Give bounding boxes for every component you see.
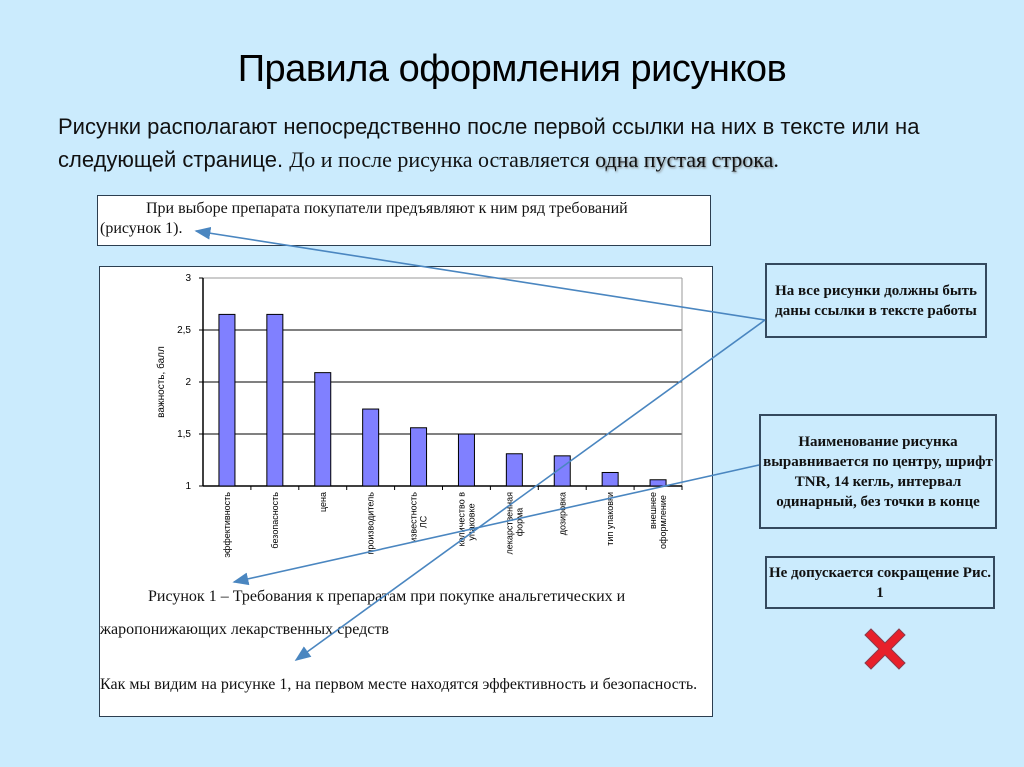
chart-bar bbox=[410, 427, 428, 487]
x-tick-label: безопасность bbox=[270, 492, 280, 549]
x-tick-label: цена bbox=[318, 492, 328, 512]
x-tick-label: количество в bbox=[456, 492, 466, 547]
x-tick-label: эффективность bbox=[222, 492, 232, 558]
x-tick-label: упаковке bbox=[466, 503, 476, 540]
x-tick-label: известность bbox=[409, 492, 419, 543]
chart-bar bbox=[505, 453, 523, 487]
x-tick-label: внешнее bbox=[648, 492, 658, 529]
bar-chart: 1 1,5 2 2,5 3 эффективность безопасность цена пр… bbox=[155, 273, 683, 558]
figure-caption: Рисунок 1 – Требования к препаратам при … bbox=[100, 580, 712, 646]
caption-line-1: Рисунок 1 – Требования к препаратам при … bbox=[148, 588, 626, 605]
note-caption-format-text: Наименование рисунка выравнивается по це… bbox=[763, 433, 993, 510]
note-references: На все рисунки должны быть даны ссылки в… bbox=[765, 263, 987, 338]
reference-line-2: (рисунок 1). bbox=[100, 220, 183, 237]
y-tick-label: 1,5 bbox=[177, 429, 191, 440]
subtitle-end: . bbox=[773, 147, 779, 172]
chart-bar bbox=[314, 372, 332, 487]
slide-title: Правила оформления рисунков bbox=[237, 48, 787, 90]
y-tick-label: 1 bbox=[185, 481, 191, 492]
x-tick-label: дозировка bbox=[557, 492, 567, 535]
subtitle-serif-text: До и после рисунка оставляется bbox=[289, 147, 596, 172]
subtitle-rule-text: Рисунки располагают непосредственно посл… bbox=[58, 114, 920, 172]
x-tick-label: тип упаковки bbox=[605, 492, 615, 546]
subtitle-emphasis: одна пустая строка bbox=[595, 147, 774, 172]
note-no-abbreviation-text: Не допускается сокращение Рис. 1 bbox=[768, 564, 992, 601]
chart-bar bbox=[457, 433, 475, 487]
after-figure-text: Как мы видим на рисунке 1, на первом мес… bbox=[100, 676, 698, 693]
note-references-text: На все рисунки должны быть даны ссылки в… bbox=[775, 282, 977, 319]
x-tick-label: оформление bbox=[658, 495, 668, 549]
x-tick-label: лекарственная bbox=[504, 492, 514, 555]
y-axis-label: важность, балл bbox=[155, 346, 167, 418]
reference-line-1: При выборе препарата покупатели предъявл… bbox=[146, 200, 628, 217]
chart-bar bbox=[218, 313, 236, 487]
x-tick-label: ЛС bbox=[419, 515, 429, 528]
y-tick-label: 3 bbox=[185, 273, 191, 284]
slide-subtitle: Рисунки располагают непосредственно посл… bbox=[58, 110, 988, 176]
red-x-cross-icon bbox=[864, 628, 906, 670]
chart-bar bbox=[362, 408, 380, 487]
chart-bar bbox=[266, 313, 284, 487]
note-no-abbreviation: Не допускается сокращение Рис. 1 bbox=[765, 556, 995, 609]
reference-text-box: При выборе препарата покупатели предъявл… bbox=[97, 195, 711, 246]
note-caption-format: Наименование рисунка выравнивается по це… bbox=[759, 414, 997, 529]
chart-bar bbox=[553, 455, 571, 487]
y-tick-label: 2,5 bbox=[177, 325, 191, 336]
y-tick-label: 2 bbox=[185, 377, 191, 388]
chart-bar bbox=[601, 471, 619, 487]
caption-line-2: жаропонижающих лекарственных средств bbox=[100, 621, 389, 638]
figure-box: 1 1,5 2 2,5 3 эффективность безопасность цена пр… bbox=[99, 266, 713, 717]
x-tick-label: производитель bbox=[366, 492, 376, 555]
x-tick-label: форма bbox=[514, 508, 524, 537]
chart-bar bbox=[649, 479, 667, 487]
